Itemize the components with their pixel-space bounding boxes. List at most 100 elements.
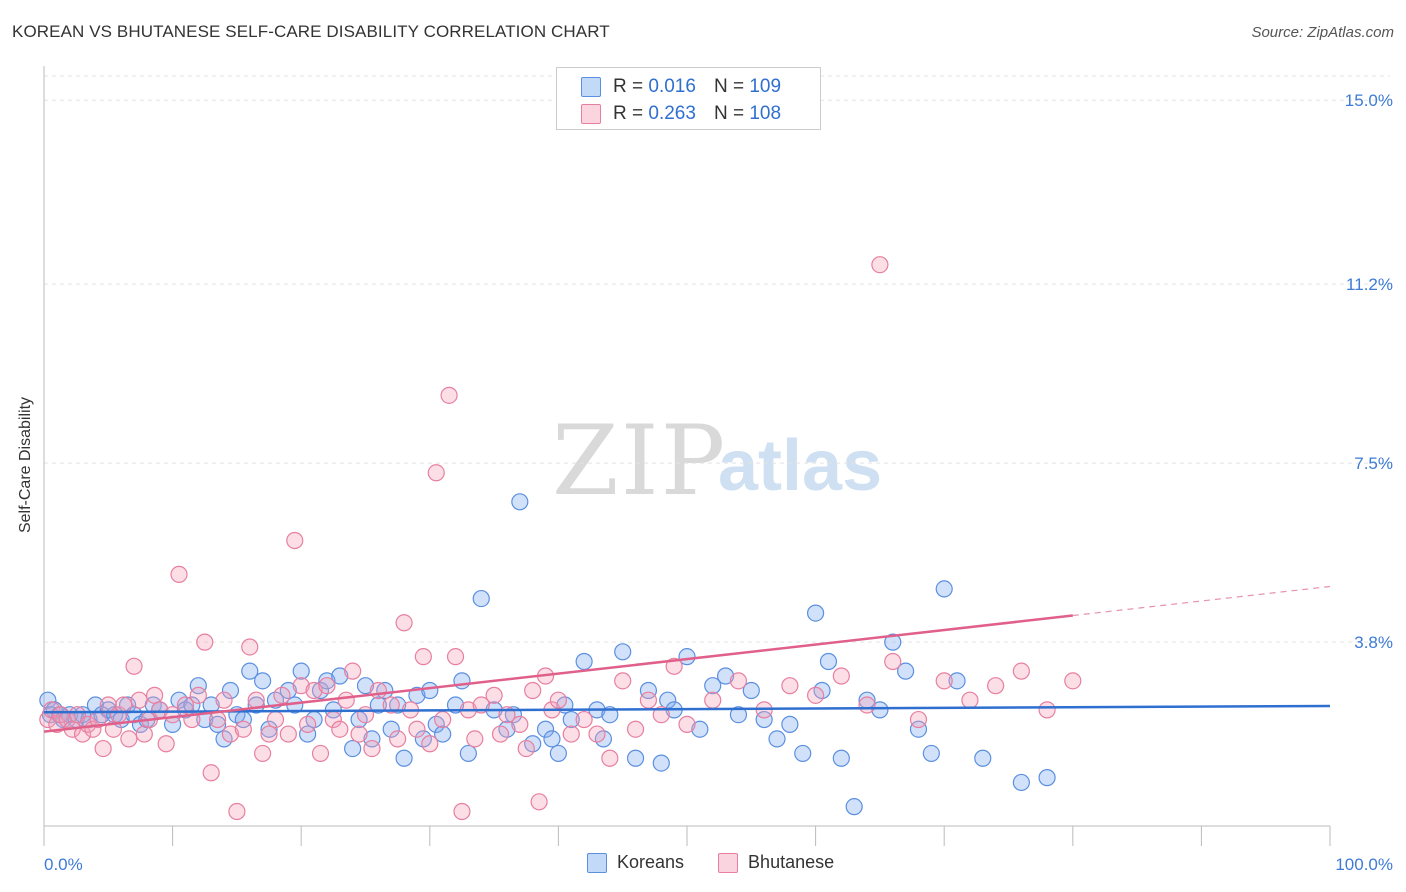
bhutanese-trendline-extension [1072, 585, 1331, 617]
koreans-point [909, 720, 928, 738]
koreans-point [1012, 773, 1030, 792]
bhutanese-point [202, 764, 220, 782]
koreans-point [209, 715, 227, 733]
koreans-point [221, 681, 240, 700]
legend-r-value: 0.016 [648, 76, 696, 97]
bhutanese-point [209, 710, 227, 729]
bhutanese-point [466, 730, 484, 748]
bhutanese-point [228, 802, 246, 821]
bhutanese-point [363, 739, 381, 758]
bhutanese-point [382, 696, 400, 714]
koreans-point [922, 744, 940, 763]
bhutanese-point [935, 672, 953, 690]
bhutanese-point [389, 730, 407, 748]
bhutanese-point [350, 725, 368, 743]
koreans-point [832, 749, 850, 767]
bhutanese-point [524, 681, 542, 700]
bhutanese-point [266, 710, 285, 729]
koreans-swatch [587, 852, 607, 873]
koreans-point [241, 662, 259, 680]
legend-n-label: N = [713, 103, 745, 124]
series-legend-bhutanese[interactable]: Bhutanese [718, 852, 834, 873]
bhutanese-point [485, 686, 503, 704]
bhutanese-point [549, 691, 568, 709]
bhutanese-point [806, 686, 825, 704]
bhutanese-point [286, 531, 304, 550]
bhutanese-point [601, 749, 619, 767]
koreans-point [549, 744, 568, 763]
koreans-point [408, 686, 426, 704]
bhutanese-point [678, 715, 696, 733]
bhutanese-point [344, 662, 362, 680]
bhutanese-point [170, 565, 188, 583]
bhutanese-point [909, 710, 928, 729]
bhutanese-point [614, 672, 632, 690]
bhutanese-point [446, 648, 465, 666]
bhutanese-point [639, 691, 658, 709]
bhutanese-point [48, 715, 66, 733]
bhutanese-point [395, 614, 413, 632]
bhutanese-point [408, 720, 426, 738]
koreans-point [472, 589, 490, 608]
bhutanese-point [234, 720, 252, 738]
bhutanese-point [961, 691, 979, 709]
y-tick-label: 15.0% [1345, 91, 1393, 110]
koreans-point [884, 633, 902, 651]
bhutanese-point [781, 677, 799, 695]
koreans-point [292, 662, 310, 680]
koreans-point [614, 643, 632, 661]
koreans-point [39, 691, 57, 709]
legend-r-label: R = [613, 103, 644, 124]
bhutanese-point [491, 725, 510, 743]
koreans-point [1038, 769, 1056, 787]
bhutanese-point [157, 735, 175, 753]
koreans-trendline [43, 704, 1331, 714]
legend-swatch-koreans [581, 77, 601, 97]
source-label: Source: ZipAtlas.com [1251, 24, 1394, 41]
koreans-point [806, 604, 825, 622]
bhutanese-point [279, 725, 297, 743]
bhutanese-point [652, 706, 670, 724]
koreans-point [511, 493, 529, 511]
koreans-point [562, 710, 580, 729]
bhutanese-point [562, 725, 580, 743]
koreans-point [260, 720, 278, 738]
bhutanese-point [434, 710, 452, 729]
koreans-point [453, 672, 471, 690]
koreans-label: Koreans [617, 852, 685, 872]
bhutanese-label: Bhutanese [748, 852, 835, 872]
series-legend-koreans[interactable]: Koreans [587, 852, 684, 873]
bhutanese-point [337, 691, 355, 709]
koreans-point [691, 720, 709, 738]
bhutanese-point [729, 672, 748, 690]
bhutanese-point [125, 657, 143, 675]
bhutanese-point [120, 730, 138, 748]
bhutanese-point [311, 744, 330, 763]
koreans-point [395, 749, 413, 767]
y-tick-label: 11.2% [1346, 275, 1393, 294]
bhutanese-point [189, 686, 207, 704]
bhutanese-point [832, 667, 850, 685]
koreans-point [299, 725, 317, 743]
bhutanese-point [356, 706, 375, 724]
legend-n-label: N = [713, 76, 745, 97]
koreans-point [459, 744, 477, 763]
koreans-point [742, 681, 760, 700]
legend-swatch-bhutanese [581, 104, 601, 124]
bhutanese-point [145, 686, 164, 704]
chart-title: KOREAN VS BHUTANESE SELF-CARE DISABILITY… [12, 22, 610, 41]
koreans-point [794, 744, 812, 763]
bhutanese-point [453, 802, 471, 821]
bhutanese-point [247, 691, 265, 709]
koreans-point [318, 672, 336, 690]
koreans-point [254, 672, 272, 690]
legend-n-value: 109 [749, 76, 782, 97]
koreans-point [768, 730, 786, 748]
koreans-point [652, 754, 670, 772]
koreans-point [389, 696, 407, 714]
legend-row-koreans: R = 0.016 N = 109 [557, 74, 781, 100]
bhutanese-point [292, 677, 310, 695]
koreans-point [729, 706, 748, 724]
koreans-point [536, 720, 555, 738]
bhutanese-point [241, 638, 259, 656]
